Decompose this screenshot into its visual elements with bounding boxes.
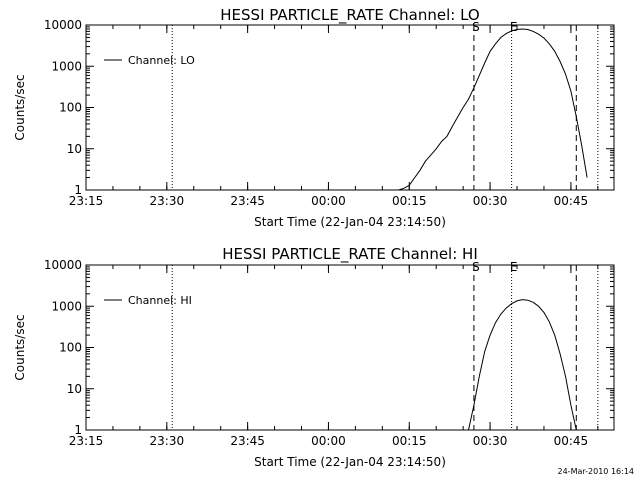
y-tick-label: 100 <box>59 341 82 355</box>
chart-panel-lo: HESSI PARTICLE_RATE Channel: LO 1 10 100 100… <box>13 6 615 229</box>
x-tick-label: 00:00 <box>311 434 346 448</box>
x-tick-label: 00:15 <box>392 434 427 448</box>
x-tick-label: 00:00 <box>311 194 346 208</box>
x-tick-label: 23:30 <box>150 194 185 208</box>
x-tick-label: 00:45 <box>554 194 589 208</box>
y-tick-label: 10 <box>67 382 82 396</box>
y-tick-label: 1 <box>74 423 82 437</box>
time-marker-label: E <box>510 260 518 274</box>
x-tick-label: 23:15 <box>69 434 104 448</box>
plot-frame <box>85 24 615 191</box>
series-line <box>468 299 577 430</box>
y-tick-label: 10000 <box>44 258 82 272</box>
y-tick-label: 100 <box>59 101 82 115</box>
x-axis-label: Start Time (22-Jan-04 23:14:50) <box>254 215 446 229</box>
x-axis-label: Start Time (22-Jan-04 23:14:50) <box>254 455 446 469</box>
chart-title: HESSI PARTICLE_RATE Channel: LO <box>220 6 479 25</box>
y-tick-label: 10 <box>67 142 82 156</box>
x-tick-label: 00:45 <box>554 434 589 448</box>
x-tick-label: 23:15 <box>69 194 104 208</box>
y-tick-label: 1000 <box>51 59 82 73</box>
x-tick-label: 00:15 <box>392 194 427 208</box>
legend-label: Channel: LO <box>128 54 195 67</box>
plot-frame <box>85 264 615 431</box>
x-tick-label: 23:45 <box>230 434 265 448</box>
series-line <box>398 28 588 190</box>
time-marker-label: E <box>510 20 518 34</box>
time-marker-label: S <box>472 20 480 34</box>
y-tick-label: 10000 <box>44 18 82 32</box>
x-tick-label: 00:30 <box>473 194 508 208</box>
footer-timestamp: 24-Mar-2010 16:14 <box>558 467 635 476</box>
time-marker-label: S <box>472 260 480 274</box>
y-axis-label: Counts/sec <box>13 74 27 140</box>
y-axis-label: Counts/sec <box>13 314 27 380</box>
y-tick-label: 1000 <box>51 299 82 313</box>
x-tick-label: 23:30 <box>150 434 185 448</box>
x-tick-label: 23:45 <box>230 194 265 208</box>
x-tick-label: 00:30 <box>473 434 508 448</box>
legend-label: Channel: HI <box>128 294 192 307</box>
chart-panel-hi: HESSI PARTICLE_RATE Channel: HI 1 10 100 100… <box>13 245 615 469</box>
y-tick-label: 1 <box>74 183 82 197</box>
chart-title: HESSI PARTICLE_RATE Channel: HI <box>222 245 478 264</box>
